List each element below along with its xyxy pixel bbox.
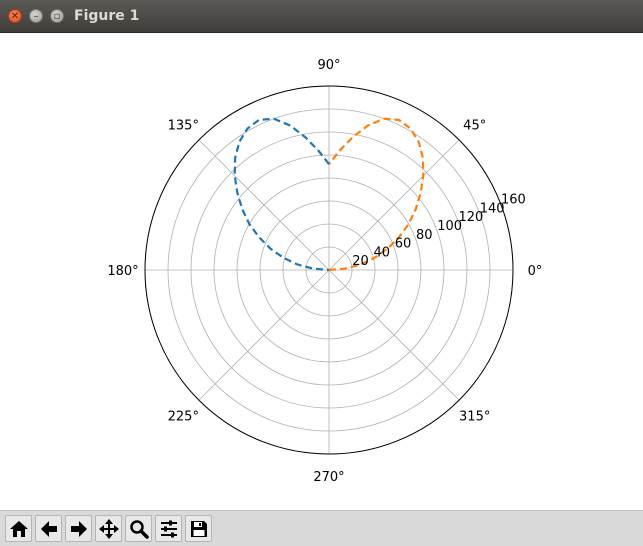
radial-tick-label: 20 [352, 254, 369, 269]
floppy-disk-icon [191, 521, 207, 537]
polar-frame [144, 85, 514, 455]
angle-tick-label: 0° [528, 264, 543, 279]
close-icon: ✕ [10, 11, 20, 22]
title-bar[interactable]: ✕ – ▫ Figure 1 [0, 0, 643, 33]
radial-tick-label: 140 [480, 201, 505, 216]
radial-tick-label: 160 [501, 193, 526, 208]
angular-gridline [328, 269, 460, 401]
angle-tick-label: 270° [313, 470, 344, 485]
angular-gridline [198, 139, 330, 271]
radial-tick-label: 100 [437, 219, 462, 234]
minimize-icon: – [33, 11, 39, 22]
angle-tick-label: 225° [168, 410, 199, 425]
series-line-2 [233, 117, 330, 272]
polar-chart: 0°45°90°135°180°225°270°315°204060801001… [107, 58, 543, 485]
maximize-icon: ▫ [53, 11, 61, 22]
navigation-toolbar [0, 510, 643, 546]
pan-button[interactable] [95, 515, 122, 542]
home-button[interactable] [5, 515, 32, 542]
maximize-window-button[interactable]: ▫ [50, 9, 64, 23]
angle-tick-label: 135° [168, 118, 199, 133]
forward-button[interactable] [65, 515, 92, 542]
radial-tick-label: 40 [374, 245, 391, 260]
radial-tick-label: 120 [459, 210, 484, 225]
zoom-button[interactable] [125, 515, 152, 542]
angle-tick-label: 180° [107, 264, 138, 279]
series-line-1 [328, 117, 425, 272]
angle-tick-label: 45° [463, 118, 486, 133]
subplots-button[interactable] [155, 515, 182, 542]
angular-gridline [198, 269, 330, 401]
arrow-left-icon [41, 521, 57, 537]
angle-tick-label: 315° [459, 410, 490, 425]
angle-tick-label: 90° [317, 58, 340, 73]
radial-tick-label: 60 [395, 237, 412, 252]
figure-canvas[interactable]: 0° 45° 90° 135° 180° 225° 270° 315° 20 40 60 80 100 1… [0, 33, 643, 510]
angular-gridline [328, 139, 460, 271]
save-button[interactable] [185, 515, 212, 542]
close-window-button[interactable]: ✕ [8, 9, 22, 23]
minimize-window-button[interactable]: – [29, 9, 43, 23]
magnifier-icon [130, 520, 149, 539]
back-button[interactable] [35, 515, 62, 542]
arrow-right-icon [71, 521, 87, 537]
sliders-icon [161, 520, 177, 538]
home-icon [10, 521, 28, 537]
window-title: Figure 1 [74, 8, 140, 24]
radial-tick-label: 80 [416, 228, 433, 243]
move-icon [99, 519, 119, 539]
